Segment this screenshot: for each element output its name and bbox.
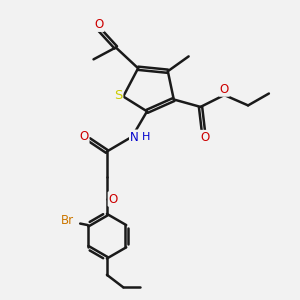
Text: O: O bbox=[94, 18, 104, 31]
Text: O: O bbox=[79, 130, 88, 143]
Text: Br: Br bbox=[61, 214, 74, 227]
Text: S: S bbox=[114, 89, 122, 102]
Text: N: N bbox=[130, 131, 139, 144]
Text: O: O bbox=[200, 131, 210, 144]
Text: O: O bbox=[220, 82, 229, 96]
Text: O: O bbox=[109, 193, 118, 206]
Text: H: H bbox=[142, 132, 151, 142]
